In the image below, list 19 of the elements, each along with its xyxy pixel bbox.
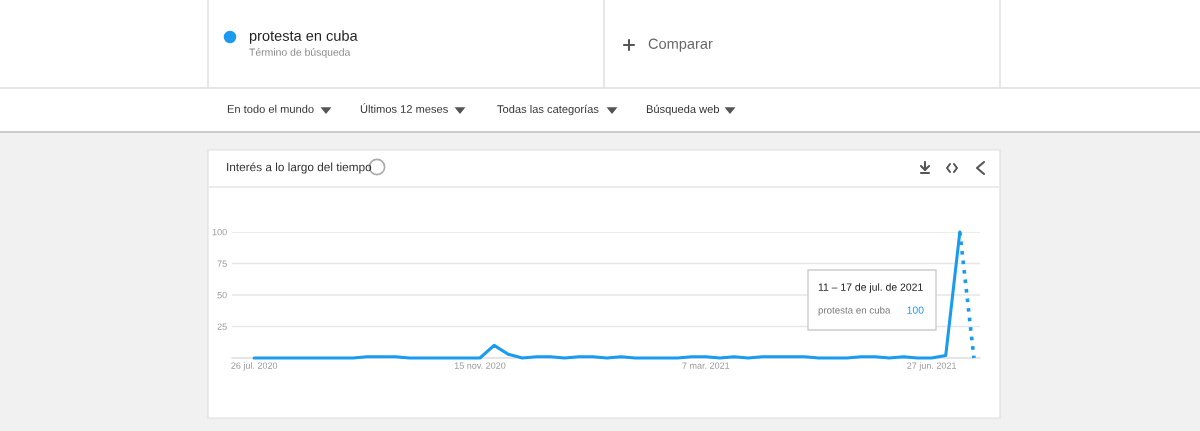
text: Últimos 12 meses: [360, 103, 448, 113]
x-tick-label: 26 jul. 2020: [231, 362, 278, 371]
chart-title: Interés a lo largo del tiempo: [227, 162, 372, 174]
x-tick-label: 27 jun. 2021: [907, 362, 957, 371]
text: Término de búsqueda: [249, 48, 351, 58]
y-tick-label: 75: [217, 260, 227, 267]
annotation: 11 – 17 de jul. de 2021: [818, 283, 923, 293]
y-tick-label: 25: [217, 323, 227, 330]
annotation: 100: [907, 306, 924, 314]
text: Todas las categorías: [497, 104, 599, 116]
x-tick-label: 7 mar. 2021: [682, 362, 730, 369]
y-tick-label: 100: [212, 228, 227, 236]
legend-label: protesta en cuba: [249, 30, 358, 44]
text: En todo el mundo: [227, 104, 314, 113]
text: Búsqueda web: [646, 104, 720, 116]
annotation: protesta en cuba: [818, 306, 891, 316]
y-tick-label: 50: [217, 291, 227, 299]
text: Comparar: [648, 38, 713, 52]
x-tick-label: 15 nov. 2020: [454, 362, 506, 369]
